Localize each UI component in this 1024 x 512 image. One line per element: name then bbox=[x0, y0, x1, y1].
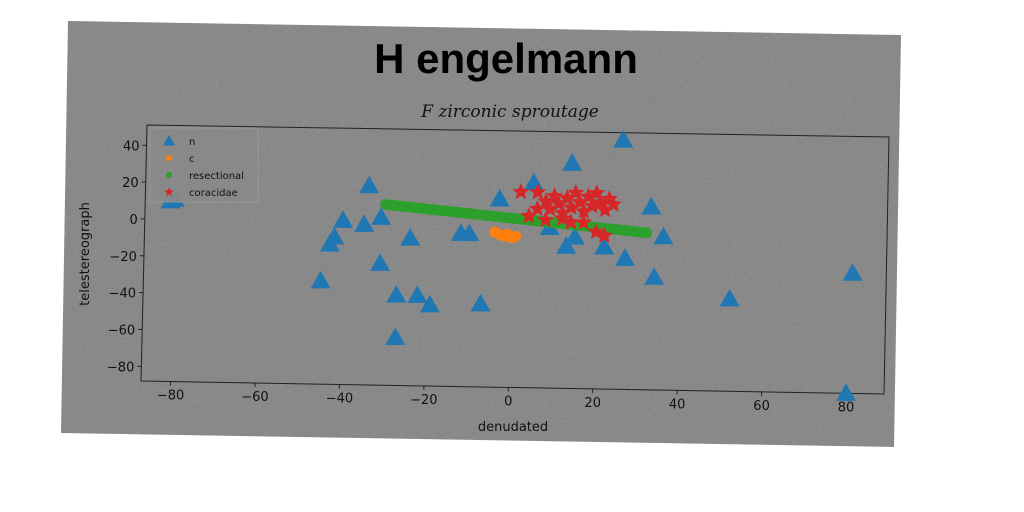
x-axis-label: denudated bbox=[478, 420, 548, 435]
data-point-c bbox=[510, 230, 522, 242]
legend-label-n: n bbox=[189, 137, 195, 148]
data-point-coracidae bbox=[596, 201, 614, 218]
data-point-n bbox=[556, 236, 577, 254]
legend-label-coracidae: coracidae bbox=[189, 188, 238, 199]
data-point-coracidae bbox=[595, 226, 613, 244]
data-point-n bbox=[407, 285, 428, 303]
data-point-n bbox=[613, 130, 634, 148]
x-tick-label: 60 bbox=[753, 399, 770, 414]
x-tick-label: 0 bbox=[504, 394, 512, 409]
legend-label-resectional: resectional bbox=[189, 171, 244, 182]
y-tick-label: 40 bbox=[123, 139, 140, 154]
series-c bbox=[489, 226, 522, 244]
data-point-n bbox=[459, 223, 480, 242]
data-point-n bbox=[842, 263, 863, 281]
data-point-coracidae bbox=[537, 211, 555, 228]
legend-label-c: c bbox=[189, 154, 195, 165]
data-point-coracidae bbox=[529, 183, 547, 200]
data-point-n bbox=[653, 226, 674, 245]
data-point-coracidae bbox=[562, 198, 580, 215]
data-point-n bbox=[641, 197, 662, 215]
data-point-coracidae bbox=[562, 213, 580, 230]
data-point-n bbox=[333, 210, 354, 228]
plot-area: −80 −60 −40 −20 0 20 40 60 80 40 20 0 −20 −40 −60 −80 bbox=[107, 124, 890, 415]
data-point-n bbox=[489, 188, 510, 207]
data-point-c bbox=[489, 226, 501, 238]
data-point-coracidae bbox=[520, 207, 538, 224]
x-tick-label: −60 bbox=[241, 390, 268, 405]
x-tick-label: 40 bbox=[669, 397, 686, 412]
legend-marker-resectional bbox=[166, 172, 172, 178]
data-point-n bbox=[385, 327, 406, 345]
y-axis-label: telestereograph bbox=[78, 202, 93, 306]
data-point-coracidae bbox=[512, 183, 530, 200]
y-tick-label: 0 bbox=[130, 213, 138, 228]
figure-noise bbox=[61, 21, 901, 447]
plot-frame bbox=[140, 124, 890, 395]
data-point-n bbox=[836, 383, 857, 401]
data-point-coracidae bbox=[604, 195, 622, 212]
data-point-n bbox=[359, 175, 380, 194]
data-point-coracidae bbox=[528, 199, 546, 217]
x-tick-label: 20 bbox=[584, 396, 601, 411]
data-point-n bbox=[564, 227, 585, 245]
data-point-n bbox=[386, 285, 407, 303]
data-point-coracidae bbox=[575, 213, 593, 230]
data-point-n bbox=[324, 226, 345, 245]
data-point-n bbox=[419, 294, 440, 313]
data-point-coracidae bbox=[575, 202, 593, 219]
data-point-n bbox=[310, 270, 331, 289]
y-tick-label: 20 bbox=[122, 176, 139, 191]
data-point-n bbox=[594, 236, 615, 255]
y-tick-label: −80 bbox=[107, 360, 134, 375]
series-n bbox=[160, 130, 863, 401]
x-tick-label: −40 bbox=[326, 391, 353, 406]
x-tick-label: 80 bbox=[838, 400, 855, 415]
legend-marker-c bbox=[166, 155, 172, 161]
data-point-n bbox=[354, 214, 375, 232]
legend-marker-n bbox=[163, 135, 175, 146]
data-point-c bbox=[501, 228, 513, 240]
data-point-n bbox=[400, 228, 421, 246]
data-point-n bbox=[371, 207, 392, 225]
y-axis-ticks: 40 20 0 −20 −40 −60 −80 bbox=[107, 139, 147, 375]
x-tick-label: −80 bbox=[157, 389, 184, 404]
data-point-coracidae bbox=[583, 197, 601, 214]
data-point-n bbox=[719, 288, 740, 307]
legend: nc resectional coracidae bbox=[149, 127, 259, 203]
chart-title: H engelmann bbox=[374, 35, 638, 82]
data-marks bbox=[160, 130, 863, 401]
series-coracidae bbox=[512, 183, 622, 244]
y-tick-label: −20 bbox=[109, 250, 136, 265]
chart-subtitle: F zirconic sproutage bbox=[420, 102, 599, 122]
x-tick-label: −20 bbox=[410, 393, 437, 408]
data-point-n bbox=[562, 153, 583, 171]
y-tick-label: −40 bbox=[109, 287, 136, 302]
data-point-n bbox=[370, 253, 391, 271]
data-point-n bbox=[644, 267, 665, 285]
data-point-resectional bbox=[641, 227, 653, 239]
data-point-n bbox=[614, 248, 635, 266]
y-tick-label: −60 bbox=[108, 323, 135, 338]
data-point-n bbox=[470, 293, 491, 312]
legend-marker-coracidae bbox=[164, 187, 174, 196]
